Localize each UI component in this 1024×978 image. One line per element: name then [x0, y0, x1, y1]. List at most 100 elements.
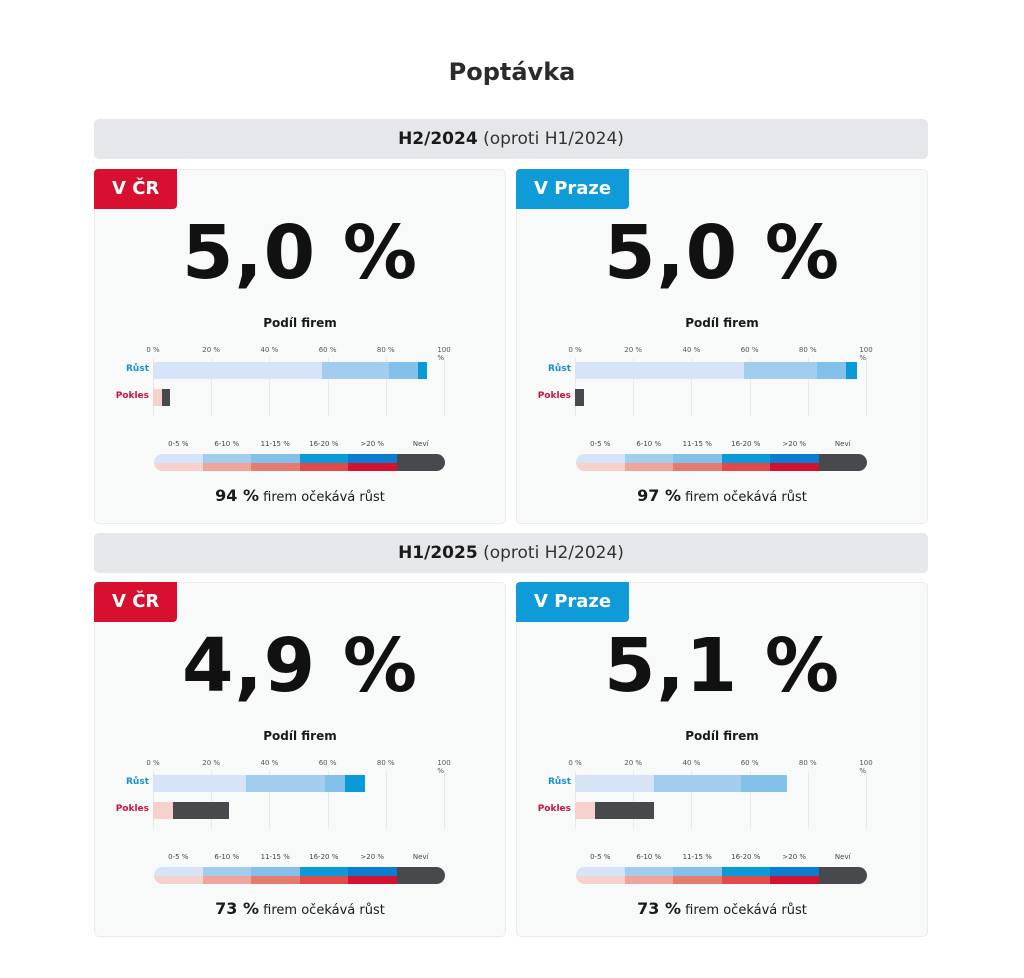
big-value: 4,9 %	[182, 623, 418, 709]
legend-swatch	[348, 867, 397, 884]
legend-swatch	[299, 454, 348, 471]
period-label: H2/2024	[398, 129, 478, 149]
grid-line	[749, 358, 751, 416]
axis-tick-label: 40 %	[260, 759, 279, 767]
chart-subtitle: Podíl firem	[685, 729, 759, 743]
grid-line	[575, 771, 576, 829]
grid-line	[866, 771, 867, 829]
grid-line	[327, 771, 329, 829]
axis-tick-label: 60 %	[740, 759, 759, 767]
growth-percent: 94 %	[215, 486, 260, 505]
bar-growth-0	[575, 362, 744, 379]
legend-swatch	[202, 867, 251, 884]
growth-summary: 97 % firem očekává růst	[517, 486, 927, 505]
legend-swatch	[818, 867, 867, 884]
grid-line	[269, 358, 271, 416]
legend-label: 0-5 %	[590, 440, 611, 448]
legend-label: 16-20 %	[731, 440, 761, 448]
legend-label: Neví	[834, 440, 851, 448]
axis-tick-label: 20 %	[202, 759, 221, 767]
legend-swatch	[251, 867, 300, 884]
bar-growth-1	[321, 362, 389, 379]
legend-label: 6-10 %	[214, 440, 240, 448]
grid-line	[807, 358, 809, 416]
legend-swatch	[348, 454, 397, 471]
growth-text: firem očekává růst	[263, 903, 385, 918]
grid-line	[749, 771, 751, 829]
stacked-bar-chart: 0 % 20 % 40 % 60 % 80 % 100 % Růst Pokles	[538, 346, 873, 416]
grid-line	[633, 771, 635, 829]
chart-subtitle: Podíl firem	[685, 316, 759, 330]
growth-percent: 73 %	[637, 899, 682, 918]
legend-swatch	[721, 454, 770, 471]
grid-line	[211, 358, 213, 416]
legend-label: >20 %	[782, 440, 807, 448]
bar-growth-2	[740, 775, 788, 792]
row-label-growth: Růst	[548, 777, 571, 787]
bar-growth-0	[153, 775, 247, 792]
axis-tick-label: 0 %	[568, 759, 582, 767]
bar-growth-3	[417, 362, 427, 379]
card-cr: V ČR 4,9 % Podíl firem 0 % 20 % 40 % 60 % 80…	[94, 582, 506, 937]
bar-growth-1	[743, 362, 817, 379]
period-label: H1/2025	[398, 543, 478, 563]
page-title: Poptávka	[448, 58, 576, 86]
grid-line	[575, 358, 576, 416]
region-badge: V ČR	[94, 169, 178, 209]
bar-decline-0	[575, 802, 596, 819]
legend-color-bar	[576, 867, 867, 884]
axis-tick-label: 60 %	[318, 346, 337, 354]
grid-line	[153, 358, 154, 416]
grid-line	[691, 358, 693, 416]
grid-line	[444, 358, 445, 416]
legend-color-bar	[576, 454, 867, 471]
axis-tick-label: 0 %	[568, 346, 582, 354]
row-label-growth: Růst	[548, 364, 571, 374]
card-cr: V ČR 5,0 % Podíl firem 0 % 20 % 40 % 60 % 80…	[94, 169, 506, 524]
axis-tick-label: 0 %	[146, 346, 160, 354]
region-badge: V ČR	[94, 582, 178, 622]
axis-tick-label: 40 %	[260, 346, 279, 354]
axis-tick-label: 40 %	[682, 759, 701, 767]
legend-swatch	[154, 867, 203, 884]
bar-growth-3	[345, 775, 366, 792]
period-header-h1-2025: H1/2025 (oproti H2/2024)	[94, 533, 928, 573]
bar-growth-0	[153, 362, 322, 379]
period-compare: (oproti H1/2024)	[483, 129, 624, 149]
legend-swatch	[202, 454, 251, 471]
big-value: 5,1 %	[604, 623, 840, 709]
bar-growth-2	[324, 775, 346, 792]
legend-label: 16-20 %	[309, 440, 339, 448]
legend-swatch	[154, 454, 203, 471]
grid-line	[385, 358, 387, 416]
bar-growth-2	[816, 362, 846, 379]
grid-line	[211, 771, 213, 829]
legend-label: 6-10 %	[636, 440, 662, 448]
grid-line	[153, 771, 154, 829]
chart-subtitle: Podíl firem	[263, 729, 337, 743]
legend-label: 16-20 %	[731, 853, 761, 861]
legend-label: 11-15 %	[682, 440, 712, 448]
legend-swatch	[251, 454, 300, 471]
legend-label: 0-5 %	[590, 853, 611, 861]
grid-line	[866, 358, 867, 416]
card-praha: V Praze 5,0 % Podíl firem 0 % 20 % 40 % 60 …	[516, 169, 928, 524]
axis-tick-label: 80 %	[798, 759, 817, 767]
axis-tick-label: 20 %	[624, 759, 643, 767]
axis-tick-label: 80 %	[376, 759, 395, 767]
legend-label: Neví	[834, 853, 851, 861]
legend-label: 0-5 %	[168, 440, 189, 448]
legend-label: 11-15 %	[260, 440, 290, 448]
legend-swatch	[396, 867, 445, 884]
axis-tick-label: 80 %	[798, 346, 817, 354]
bar-growth-1	[246, 775, 325, 792]
growth-summary: 73 % firem očekává růst	[95, 899, 505, 918]
axis-tick-label: 60 %	[318, 759, 337, 767]
grid-line	[807, 771, 809, 829]
bar-growth-3	[845, 362, 858, 379]
bar-decline-5	[575, 389, 584, 406]
growth-text: firem očekává růst	[263, 490, 385, 505]
axis-tick-label: 20 %	[624, 346, 643, 354]
row-label-growth: Růst	[126, 364, 149, 374]
stacked-bar-chart: 0 % 20 % 40 % 60 % 80 % 100 % Růst Pokles	[116, 346, 451, 416]
